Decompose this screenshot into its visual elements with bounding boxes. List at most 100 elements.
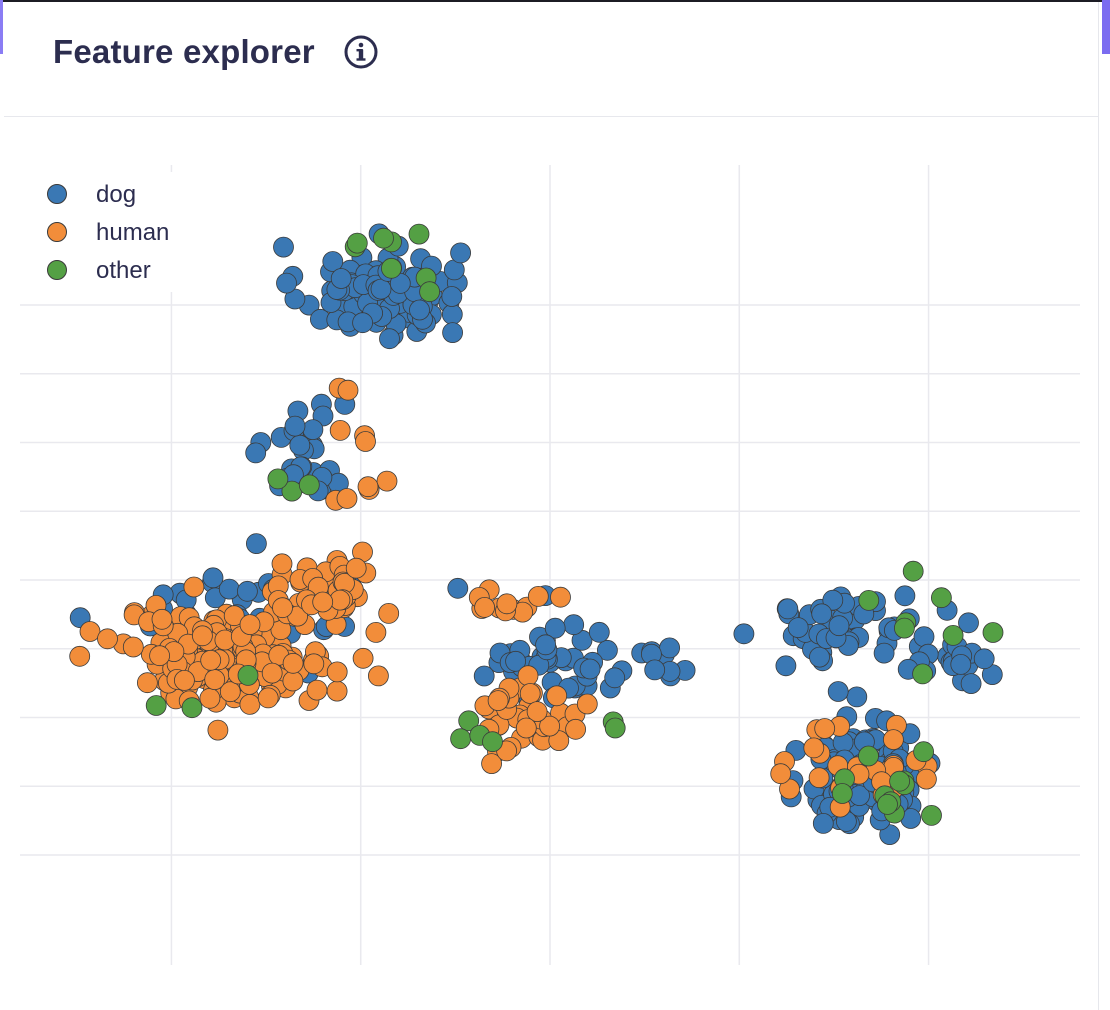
point-human (337, 379, 359, 401)
point-other (912, 663, 933, 685)
point-human (149, 645, 171, 667)
point-dog (894, 585, 916, 607)
point-human (546, 685, 568, 707)
point-human (329, 419, 351, 441)
point-other (419, 281, 441, 303)
point-other (931, 587, 952, 609)
point-other (604, 717, 626, 739)
point-human (282, 670, 304, 692)
point-dog (245, 442, 267, 464)
point-other (298, 474, 320, 496)
point-dog (733, 623, 755, 645)
point-human (519, 683, 541, 704)
left-accent-bar (0, 0, 3, 54)
point-dog (958, 612, 979, 634)
point-other (858, 745, 879, 767)
panel-header: Feature explorer (4, 2, 1098, 117)
point-dog (822, 589, 844, 611)
point-dog (812, 813, 834, 834)
point-human (191, 625, 213, 647)
point-dog (950, 654, 972, 675)
point-dog (245, 533, 267, 554)
point-dog (284, 415, 306, 437)
point-other (346, 232, 368, 254)
point-dog (535, 634, 556, 656)
legend-item-dog[interactable]: dog (40, 180, 190, 210)
point-human (272, 597, 293, 619)
point-dog (289, 434, 311, 456)
point-other (380, 257, 402, 279)
point-dog (809, 646, 830, 668)
legend-label-human: human (96, 219, 170, 246)
point-dog (473, 665, 495, 687)
point-dog (777, 598, 799, 620)
point-dog (873, 642, 895, 664)
point-other (450, 728, 472, 750)
point-human (808, 767, 830, 789)
point-human (365, 622, 387, 643)
panel-title: Feature explorer (53, 33, 315, 70)
point-other (267, 468, 289, 490)
point-other (877, 794, 898, 815)
point-human (576, 693, 598, 715)
point-human (79, 621, 101, 642)
point-dog (973, 648, 995, 670)
point-human (357, 476, 379, 498)
point-dog (827, 681, 849, 702)
point-dog (913, 626, 935, 648)
legend-marker-dog (47, 184, 67, 204)
point-other (831, 783, 853, 804)
point-human (306, 679, 328, 701)
point-other (902, 560, 924, 582)
point-human (814, 718, 836, 739)
point-dog (302, 419, 324, 441)
point-human (97, 628, 118, 650)
point-human (282, 652, 304, 674)
point-other (921, 805, 942, 826)
legend-item-other[interactable]: other (40, 256, 190, 286)
point-human (883, 729, 904, 750)
point-human (326, 680, 348, 702)
point-human (223, 605, 245, 627)
legend-marker-human (47, 222, 67, 242)
point-other (408, 223, 430, 245)
point-dog (236, 580, 258, 602)
legend: dog human other (40, 172, 190, 292)
point-dog (787, 617, 809, 638)
point-human (565, 718, 586, 740)
legend-item-human[interactable]: human (40, 218, 190, 248)
point-dog (659, 637, 680, 659)
point-dog (505, 650, 526, 672)
point-human (481, 753, 503, 774)
point-dog (811, 603, 833, 625)
point-human (336, 488, 358, 509)
point-human (376, 470, 398, 492)
point-human (352, 647, 374, 669)
point-dog (441, 286, 463, 307)
point-dog (644, 659, 666, 681)
point-other (913, 741, 934, 763)
point-dog (450, 242, 472, 264)
point-dog (447, 577, 469, 599)
point-human (312, 591, 334, 613)
point-human (204, 669, 226, 690)
plot-grid (20, 165, 1080, 965)
point-dog (273, 236, 294, 258)
point-other (889, 770, 910, 792)
point-human (69, 645, 91, 667)
info-icon[interactable] (343, 34, 379, 70)
point-human (527, 586, 549, 607)
point-human (526, 701, 548, 722)
point-human (803, 737, 825, 759)
point-dog (322, 251, 344, 272)
legend-marker-other (47, 260, 67, 280)
point-other (237, 665, 259, 686)
plot-points (69, 223, 1004, 845)
point-dog (588, 621, 610, 643)
point-dog (775, 655, 797, 677)
point-other (482, 731, 503, 753)
point-human (122, 636, 144, 658)
point-human (261, 662, 283, 684)
legend-label-dog: dog (96, 181, 137, 208)
